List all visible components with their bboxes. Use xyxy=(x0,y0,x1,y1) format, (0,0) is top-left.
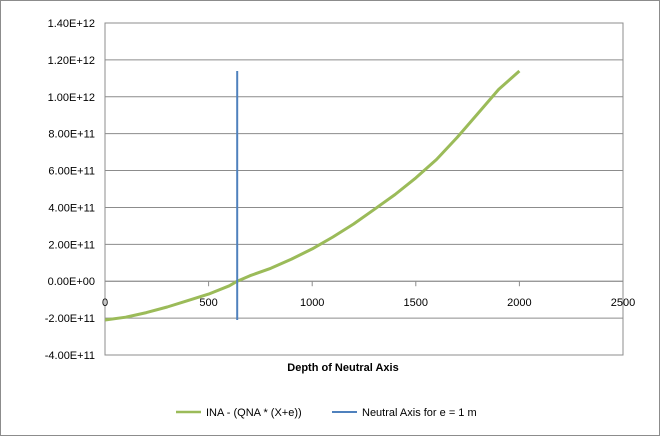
y-tick-label: -4.00E+11 xyxy=(45,350,95,362)
x-tick-label: 2000 xyxy=(507,297,531,309)
y-tick-label: 1.00E+12 xyxy=(48,92,95,104)
x-tick-label: 1000 xyxy=(300,297,324,309)
x-axis-title: Depth of Neutral Axis xyxy=(287,362,398,374)
x-tick-label: 2500 xyxy=(611,297,635,309)
series-group xyxy=(104,69,521,322)
y-tick-label: 1.20E+12 xyxy=(48,55,95,67)
x-tick-label: 0 xyxy=(102,297,108,309)
y-tick-label: 0.00E+00 xyxy=(48,276,95,288)
x-axis-tick-labels: 0 500 1000 1500 2000 2500 xyxy=(102,281,635,309)
y-tick-label: 6.00E+11 xyxy=(48,166,95,178)
x-tick-label: 1500 xyxy=(404,297,428,309)
y-tick-label: 8.00E+11 xyxy=(48,129,95,141)
y-tick-label: -2.00E+11 xyxy=(45,313,95,325)
y-tick-label: 1.40E+12 xyxy=(48,18,95,30)
y-tick-label: 4.00E+11 xyxy=(48,202,95,214)
y-axis-tick-labels: 1.40E+12 1.20E+12 1.00E+12 8.00E+11 6.00E+11… xyxy=(45,18,95,362)
plot-area xyxy=(104,22,624,356)
legend-label-neutral-axis: Neutral Axis for e = 1 m xyxy=(362,407,477,419)
legend-label-ina: INA - (QNA * (X+e)) xyxy=(206,407,302,419)
gridlines xyxy=(105,22,623,356)
y-tick-label: 2.00E+11 xyxy=(48,239,95,251)
legend: INA - (QNA * (X+e)) Neutral Axis for e =… xyxy=(176,407,477,419)
x-tick-label: 500 xyxy=(199,297,217,309)
series-line-ina xyxy=(104,69,521,322)
